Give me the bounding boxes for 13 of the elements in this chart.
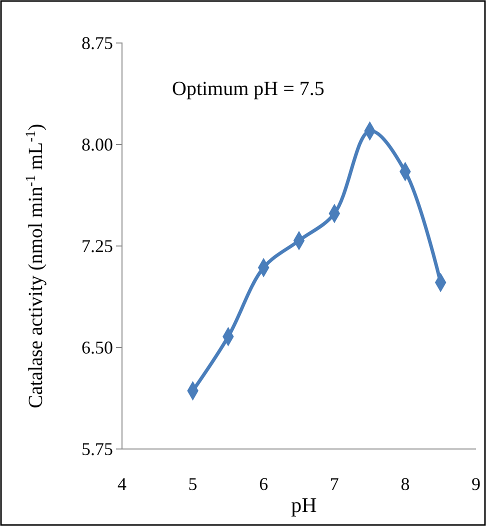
annotation: Optimum pH = 7.5 (172, 78, 324, 100)
y-tick-label: 6.50 (82, 337, 113, 358)
x-tick-label: 5 (188, 474, 198, 494)
x-axis-title: pH (291, 493, 317, 517)
x-tick-label: 8 (400, 474, 410, 494)
y-tick-label: 8.00 (82, 134, 113, 154)
x-tick-label: 6 (259, 474, 268, 494)
x-tick-label: 9 (472, 474, 480, 494)
y-tick-label: 7.25 (82, 236, 113, 256)
x-tick-label: 7 (330, 474, 339, 494)
y-tick-label: 8.75 (82, 32, 113, 53)
x-tick-label: 4 (118, 474, 126, 494)
y-tick-label: 5.75 (82, 438, 113, 459)
